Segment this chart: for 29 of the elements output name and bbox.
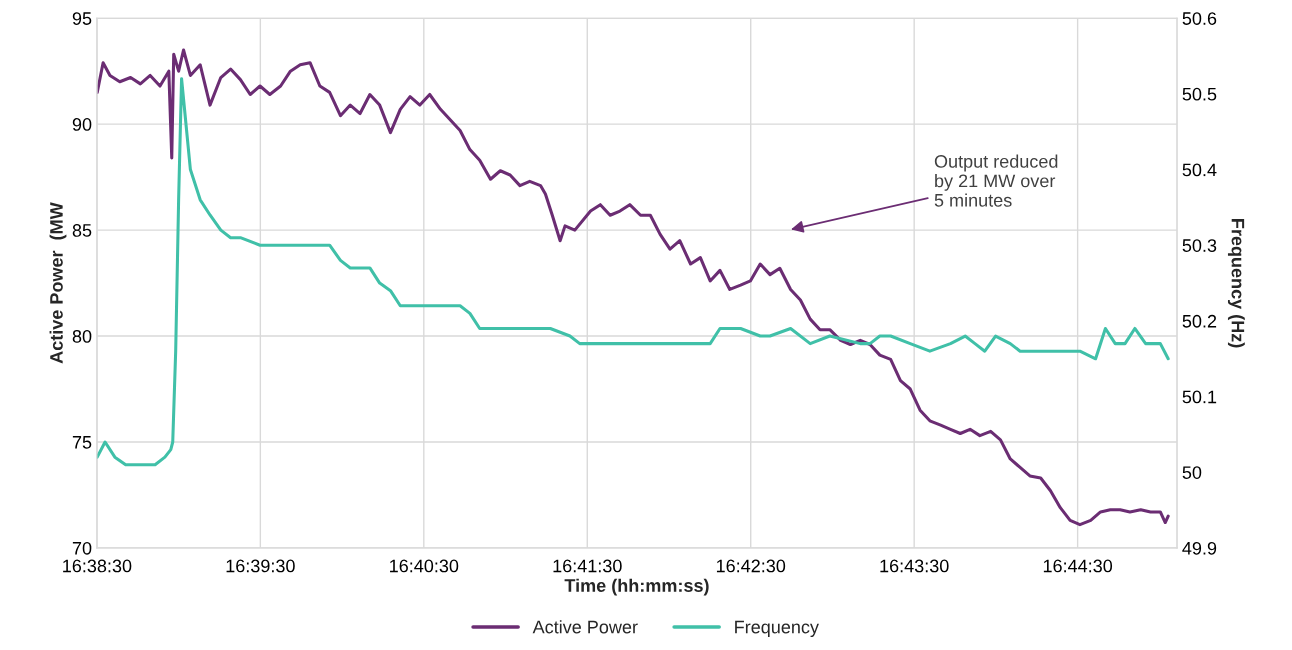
y-tick-label: 85	[72, 224, 92, 237]
y-tick-label: 70	[72, 541, 92, 555]
x-tick-label: 16:43:30	[880, 559, 949, 573]
x-tick-label: 16:42:30	[716, 559, 786, 573]
y2-axis-title: Frequency (Hz)	[1227, 219, 1245, 348]
legend-label: Frequency	[735, 620, 819, 637]
x-tick-label: 16:41:30	[553, 559, 622, 573]
y2-tick-label: 50.6	[1182, 12, 1217, 25]
y2-tick-label: 49.9	[1182, 541, 1217, 555]
x-tick-label: 16:39:30	[226, 559, 295, 573]
y-axis-title: Active Power (MW	[49, 202, 67, 364]
y-tick-label: 80	[72, 329, 92, 343]
y2-tick-label: 50.5	[1182, 87, 1217, 101]
y2-tick-label: 50.1	[1182, 390, 1217, 404]
x-tick-label: 16:44:30	[1043, 559, 1113, 573]
y-tick-label: 75	[72, 436, 92, 449]
y2-tick-label: 50.4	[1182, 163, 1217, 177]
x-tick-label: 16:38:30	[63, 559, 132, 573]
annotation: Output reduced by 21 MW over 5 minutes	[934, 154, 1058, 207]
x-tick-label: 16:40:30	[390, 559, 459, 573]
line-series	[96, 77, 1170, 467]
x-axis-title: Time (hh:mm:ss)	[564, 578, 709, 596]
y2-tick-label: 50.3	[1182, 239, 1217, 252]
y-tick-label: 95	[72, 12, 92, 25]
line-series	[96, 48, 1170, 527]
legend-label: Active Power	[532, 620, 638, 634]
y-tick-label: 90	[72, 118, 92, 131]
y2-tick-label: 50.2	[1182, 314, 1217, 328]
y2-tick-label: 50	[1182, 466, 1202, 479]
